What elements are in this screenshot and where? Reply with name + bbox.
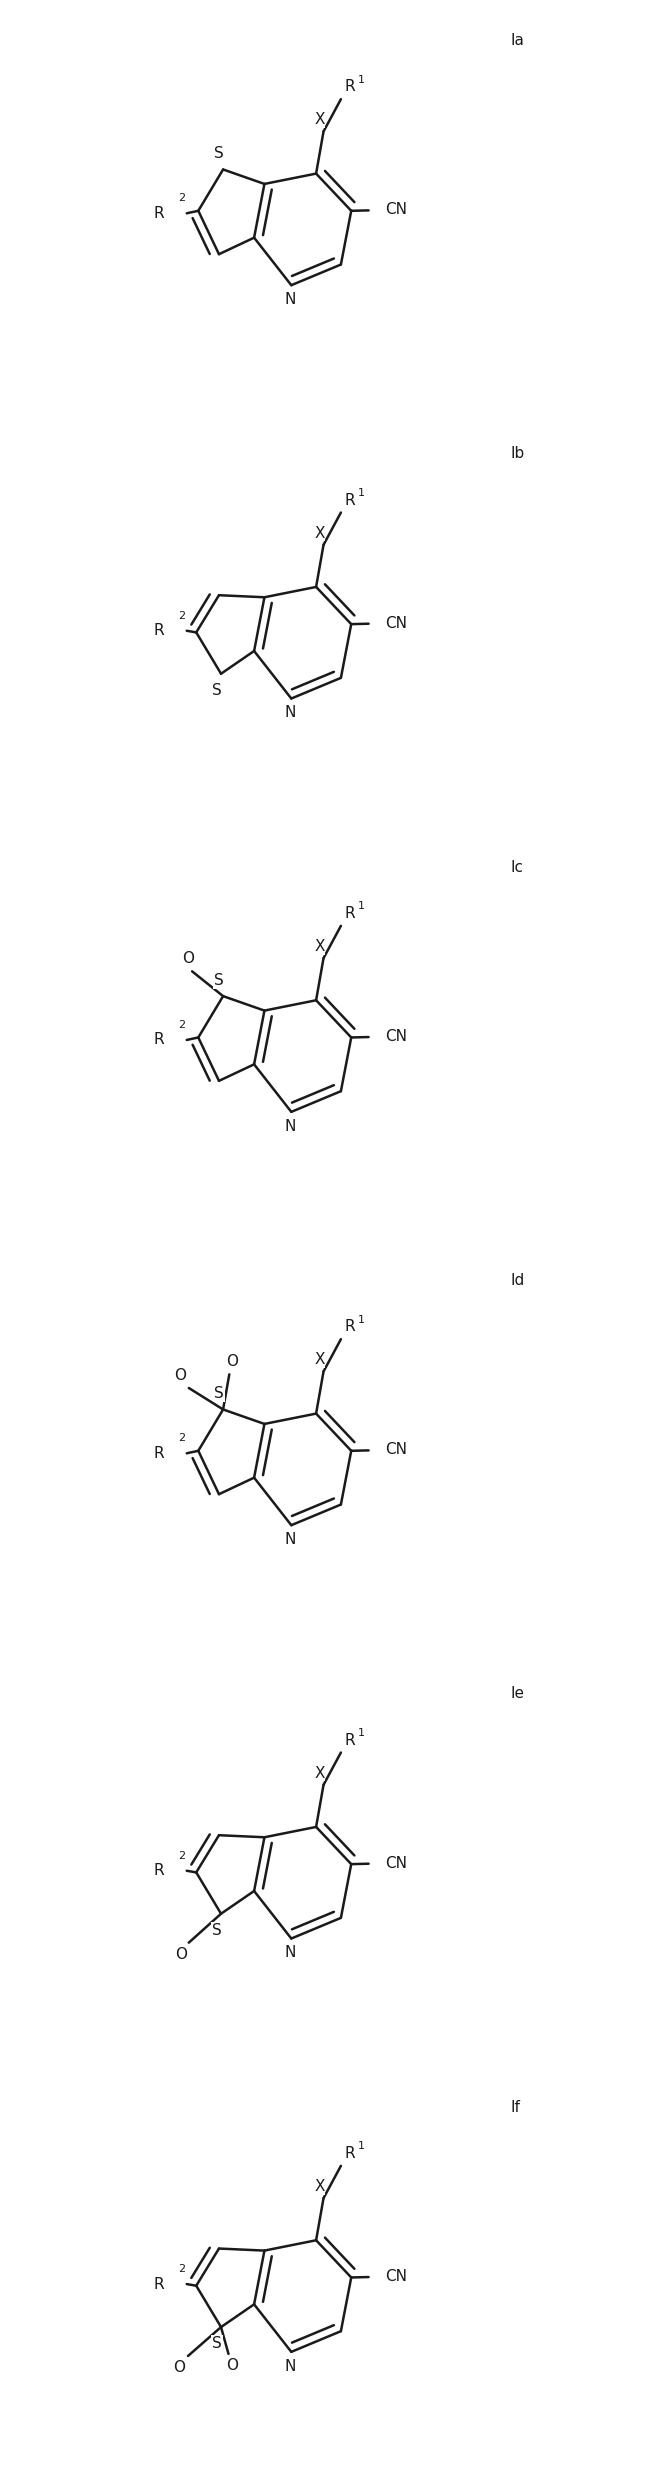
Text: CN: CN — [385, 1855, 407, 1870]
Text: S: S — [214, 146, 224, 161]
Text: R: R — [154, 1446, 164, 1461]
Text: R: R — [154, 2277, 164, 2292]
Text: 1: 1 — [358, 900, 365, 910]
Text: O: O — [175, 1947, 187, 1962]
Text: 1: 1 — [358, 1729, 365, 1738]
Text: N: N — [284, 704, 296, 722]
Text: 2: 2 — [177, 193, 185, 203]
Text: R: R — [344, 494, 355, 508]
Text: O: O — [175, 1369, 187, 1384]
Text: Id: Id — [510, 1272, 525, 1287]
Text: S: S — [212, 2336, 222, 2351]
Text: S: S — [212, 682, 222, 697]
Text: R: R — [344, 2145, 355, 2160]
Text: R: R — [154, 622, 164, 637]
Text: 2: 2 — [177, 1850, 185, 1860]
Text: S: S — [214, 972, 224, 987]
Text: N: N — [284, 293, 296, 308]
Text: O: O — [173, 2361, 185, 2376]
Text: 1: 1 — [358, 74, 365, 84]
Text: X: X — [314, 940, 325, 955]
Text: 2: 2 — [177, 2264, 185, 2274]
Text: 1: 1 — [358, 1314, 365, 1324]
Text: R: R — [344, 79, 355, 94]
Text: X: X — [314, 1766, 325, 1781]
Text: O: O — [226, 2358, 238, 2373]
Text: O: O — [227, 1354, 238, 1369]
Text: R: R — [154, 206, 164, 221]
Text: CN: CN — [385, 203, 407, 218]
Text: X: X — [314, 112, 325, 126]
Text: S: S — [212, 1922, 222, 1937]
Text: CN: CN — [385, 1029, 407, 1044]
Text: 2: 2 — [177, 1433, 185, 1443]
Text: N: N — [284, 1533, 296, 1548]
Text: S: S — [214, 1386, 224, 1401]
Text: 1: 1 — [358, 2140, 365, 2150]
Text: 2: 2 — [177, 610, 185, 620]
Text: R: R — [344, 1319, 355, 1334]
Text: CN: CN — [385, 2269, 407, 2284]
Text: X: X — [314, 2180, 325, 2195]
Text: R: R — [154, 1032, 164, 1047]
Text: R: R — [154, 1862, 164, 1877]
Text: N: N — [284, 2358, 296, 2373]
Text: Ic: Ic — [510, 861, 524, 875]
Text: O: O — [182, 952, 194, 967]
Text: 1: 1 — [358, 489, 365, 498]
Text: Ib: Ib — [510, 446, 525, 461]
Text: 2: 2 — [177, 1019, 185, 1029]
Text: X: X — [314, 1352, 325, 1366]
Text: CN: CN — [385, 615, 407, 630]
Text: R: R — [344, 1734, 355, 1748]
Text: Ia: Ia — [510, 32, 524, 47]
Text: N: N — [284, 1944, 296, 1962]
Text: X: X — [314, 526, 325, 541]
Text: R: R — [344, 905, 355, 920]
Text: If: If — [510, 2101, 520, 2115]
Text: Ie: Ie — [510, 1686, 524, 1701]
Text: CN: CN — [385, 1443, 407, 1458]
Text: N: N — [284, 1118, 296, 1133]
